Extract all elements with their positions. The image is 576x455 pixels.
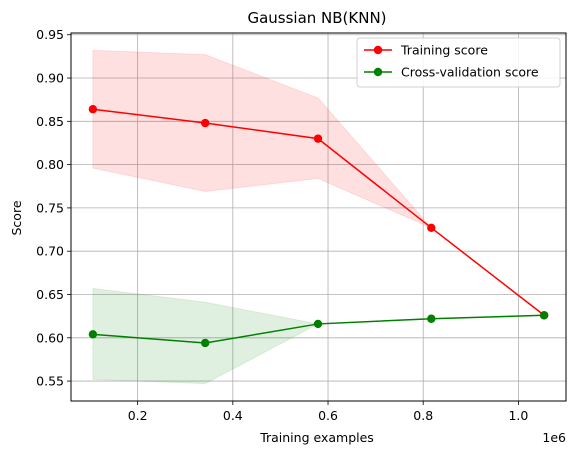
plot-area-frame: [70, 32, 567, 402]
x-tick-label: 0.8: [413, 408, 433, 423]
confidence-bands: [92, 49, 545, 385]
y-tick-label: 0.60: [36, 330, 64, 345]
data-point-series-1: [201, 118, 210, 128]
legend-swatch-marker: [373, 45, 383, 55]
legend-swatch-marker: [373, 67, 383, 77]
y-tick-label: 0.90: [36, 71, 64, 86]
legend: Training score Cross-validation score: [356, 37, 561, 88]
x-tick-label: 0.4: [223, 408, 243, 423]
x-axis-ticks: 0.2 0.4 0.6 0.8 1.0: [128, 401, 528, 423]
y-tick-label: 0.95: [36, 27, 64, 42]
y-tick-label: 0.70: [36, 244, 64, 259]
band-series-2: [92, 287, 545, 385]
legend-label: Cross-validation score: [401, 65, 539, 80]
y-tick-label: 0.75: [36, 200, 64, 215]
x-axis-offset-label: 1e6: [542, 430, 566, 445]
band-series-1: [92, 49, 545, 316]
y-tick-label: 0.80: [36, 157, 64, 172]
data-point-series-2: [539, 311, 549, 320]
y-tick-label: 0.55: [36, 374, 64, 389]
x-tick-label: 1.0: [508, 408, 528, 423]
data-point-series-2: [313, 319, 323, 329]
data-point-series-1: [88, 104, 98, 114]
legend-label: Training score: [400, 43, 488, 58]
y-tick-label: 0.85: [36, 114, 64, 129]
x-axis-label: Training examples: [259, 430, 374, 445]
chart-title: Gaussian NB(KNN): [247, 9, 386, 27]
data-point-series-1: [313, 134, 323, 143]
y-axis-label: Score: [9, 200, 24, 235]
x-tick-label: 0.2: [128, 408, 148, 423]
y-tick-label: 0.65: [36, 287, 64, 302]
legend-box: [356, 37, 561, 88]
series-markers: [88, 104, 549, 348]
y-axis-ticks: 0.55 0.60 0.65 0.70 0.75 0.80 0.85 0.90 0.95: [36, 27, 71, 389]
data-point-series-2: [201, 338, 210, 348]
data-point-series-2: [427, 314, 436, 323]
data-point-series-1: [427, 223, 436, 233]
x-tick-label: 0.6: [318, 408, 338, 423]
data-point-series-2: [88, 330, 98, 339]
